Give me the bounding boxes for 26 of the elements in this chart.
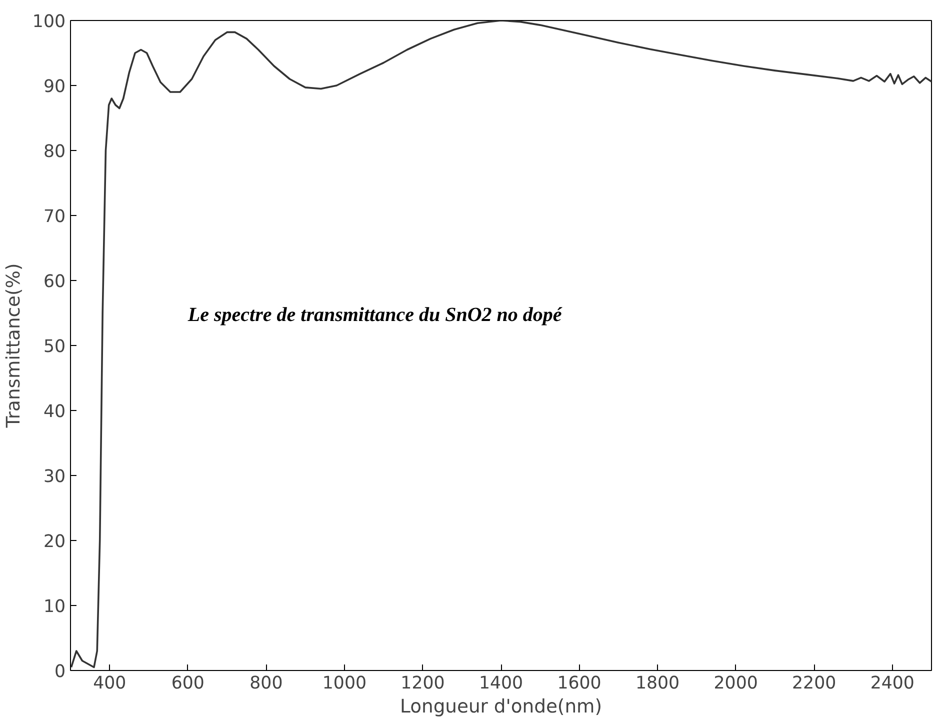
y-tick-label: 50 [43, 337, 66, 357]
y-tick-label: 30 [43, 467, 66, 487]
x-tick-label: 2200 [792, 674, 836, 694]
y-tick-label: 100 [32, 12, 66, 32]
y-tick-label: 80 [43, 142, 66, 162]
x-tick-label: 600 [171, 674, 204, 694]
y-tick-label: 10 [43, 597, 66, 617]
x-tick-label: 400 [93, 674, 126, 694]
y-tick-label: 0 [54, 662, 66, 682]
x-axis-title: Longueur d'onde(nm) [400, 696, 602, 718]
x-tick-label: 1000 [322, 674, 367, 694]
x-tick-label: 800 [250, 674, 283, 694]
y-tick-label: 70 [43, 207, 66, 227]
y-tick-label: 20 [43, 532, 66, 552]
y-tick-label: 60 [43, 272, 66, 292]
annotation: Le spectre de transmittance du SnO2 no dopé [186, 304, 563, 326]
x-tick-label: 2400 [870, 674, 914, 694]
y-axis-title: Transmittance(%) [3, 263, 24, 429]
x-tick-label: 1800 [635, 674, 680, 694]
line-series [70, 20, 932, 668]
y-tick-label: 90 [43, 77, 66, 97]
x-tick-label: 1400 [478, 674, 524, 694]
y-tick-label: 40 [43, 402, 66, 422]
x-tick-label: 2000 [714, 674, 758, 694]
x-tick-label: 1600 [557, 674, 602, 694]
x-tick-label: 1200 [400, 674, 445, 694]
